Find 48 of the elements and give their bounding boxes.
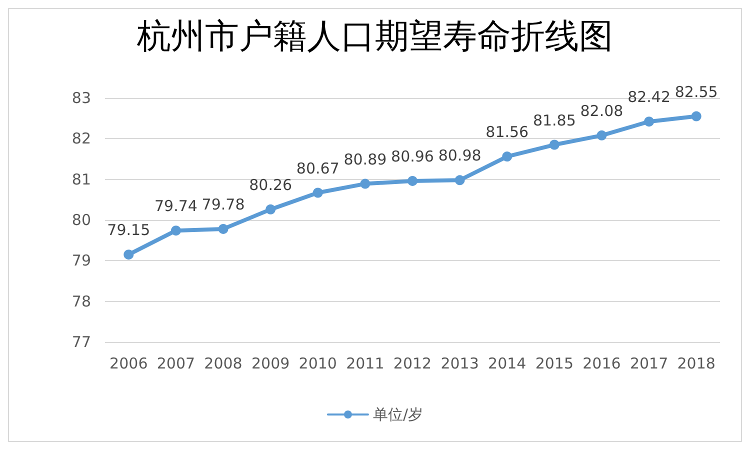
legend-label: 单位/岁 — [372, 406, 424, 424]
y-tick-label: 78 — [72, 292, 91, 310]
x-tick-label: 2014 — [488, 354, 526, 372]
data-label: 79.74 — [154, 197, 198, 216]
point — [691, 111, 702, 122]
data-label: 82.42 — [628, 88, 671, 106]
data-label: 80.89 — [344, 150, 387, 168]
y-tick-label: 79 — [72, 252, 91, 270]
data-label: 79.78 — [202, 195, 245, 214]
point — [218, 224, 228, 234]
data-label: 80.98 — [438, 146, 482, 165]
y-tick-label: 81 — [72, 170, 91, 188]
point — [549, 140, 560, 150]
point — [644, 116, 654, 127]
data-label: 81.56 — [486, 123, 529, 142]
x-tick-label: 2011 — [346, 354, 384, 372]
x-tick-label: 2017 — [630, 354, 668, 372]
x-tick-label: 2013 — [440, 354, 479, 372]
point — [454, 175, 465, 186]
x-tick-label: 2015 — [535, 354, 574, 372]
data-label: 80.96 — [391, 147, 434, 166]
point — [408, 176, 418, 186]
data-label: 81.85 — [532, 111, 576, 130]
data-label: 80.26 — [249, 176, 292, 194]
point — [170, 226, 181, 236]
x-tick-label: 2012 — [393, 354, 432, 372]
y-tick-label: 82 — [72, 130, 91, 148]
x-tick-label: 2008 — [204, 354, 242, 372]
y-tick-label: 77 — [72, 333, 91, 351]
x-tick-label: 2009 — [251, 354, 290, 372]
point — [360, 178, 370, 189]
point — [596, 130, 607, 140]
x-tick-label: 2016 — [582, 354, 621, 372]
data-label: 82.55 — [674, 82, 718, 101]
point — [312, 188, 323, 198]
x-tick-label: 2006 — [110, 354, 148, 372]
y-tick-label: 80 — [72, 211, 91, 229]
point — [124, 250, 134, 260]
data-label: 79.15 — [107, 221, 150, 240]
x-tick-label: 2010 — [298, 354, 337, 372]
x-tick-label: 2018 — [677, 354, 716, 372]
chart-title: 杭州市户籍人口期望寿命折线图 — [136, 18, 613, 56]
data-label: 80.67 — [296, 159, 340, 178]
point — [266, 204, 276, 214]
data-label: 82.08 — [580, 102, 624, 120]
point — [502, 152, 512, 162]
y-tick-label: 83 — [72, 89, 91, 107]
x-tick-label: 2007 — [156, 354, 196, 372]
